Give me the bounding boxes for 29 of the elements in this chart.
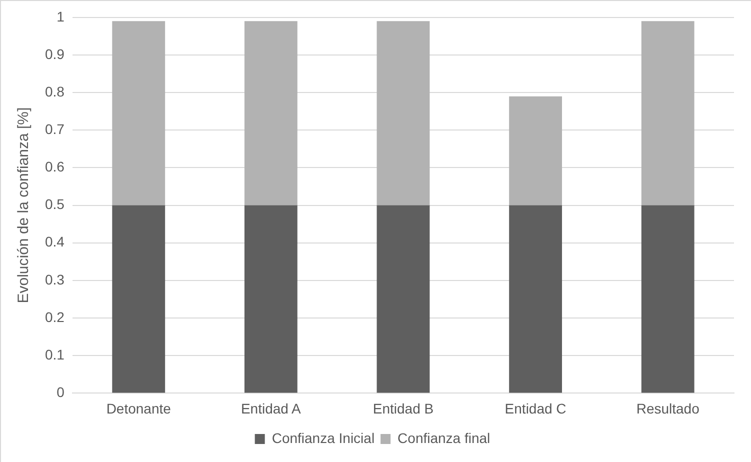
y-tick-label: 0.4 — [44, 234, 65, 250]
x-tick-label: Detonante — [106, 400, 172, 416]
y-tick-label: 0.9 — [44, 46, 65, 62]
legend-label: Confianza final — [398, 430, 490, 446]
bar — [509, 205, 562, 393]
y-tick-label: 0 — [56, 384, 65, 400]
bar — [244, 205, 298, 393]
bar — [641, 21, 694, 206]
y-tick-label: 0.7 — [44, 121, 65, 137]
x-tick-label: Resultado — [636, 400, 700, 416]
bar — [376, 205, 430, 393]
y-tick-label: 0.5 — [44, 196, 65, 212]
x-tick-label: Entidad B — [372, 400, 434, 416]
x-tick-label: Entidad C — [504, 400, 566, 416]
x-tick-label: Entidad A — [240, 400, 302, 416]
y-tick-label: 0.2 — [44, 308, 65, 325]
y-tick-label: 1 — [56, 8, 65, 24]
y-tick-label: 0.6 — [44, 158, 65, 175]
y-tick-label: 0.3 — [44, 271, 65, 288]
bar — [376, 21, 430, 206]
bar — [509, 96, 562, 206]
bar — [112, 205, 166, 393]
bar — [112, 21, 166, 206]
y-tick-label: 0.8 — [44, 83, 65, 100]
bar — [244, 21, 298, 206]
y-tick-label: 0.1 — [44, 346, 65, 362]
y-axis-title: Evolución de la confianza [%] — [15, 107, 32, 304]
bar — [641, 205, 694, 393]
legend-label: Confianza Inicial — [272, 430, 375, 446]
